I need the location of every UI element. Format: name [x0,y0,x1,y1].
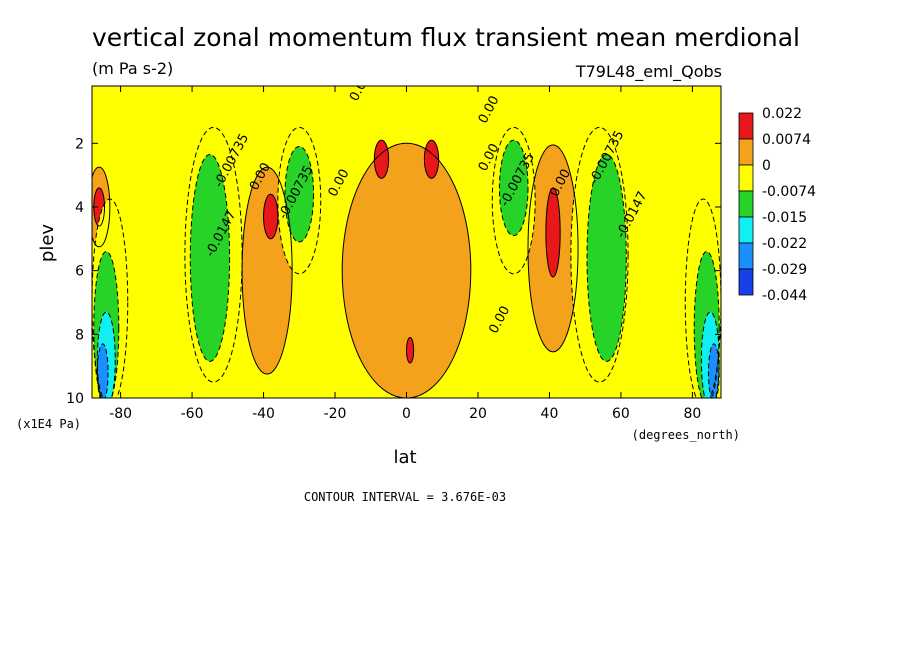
legend-label: -0.015 [762,210,807,226]
contour-line [263,193,279,240]
legend-label: -0.044 [762,288,807,304]
contour-region [97,343,109,398]
legend-label: -0.029 [762,262,807,278]
contour-region [586,154,627,362]
y-axis-label: plev [37,224,58,263]
legend-swatch [738,112,754,140]
contour-line [92,198,129,398]
contour-line [586,153,627,362]
contour-line [498,139,529,237]
contour-line [527,144,579,353]
contour-line [96,311,116,398]
contour-line [491,126,536,275]
x-axis-units: (degrees_north) [632,428,740,442]
contour-line [341,142,472,398]
legend-label: 0 [762,158,771,174]
x-axis: -80 -60 -40 -20 0 20 40 60 80 [109,86,701,422]
x-tick-label: 20 [469,406,487,422]
contour-region [406,337,414,363]
y-axis: 2 4 6 8 10 [66,136,721,407]
x-tick-label: -20 [324,406,347,422]
x-tick-label: 80 [683,406,701,422]
run-label: T79L48_eml_Qobs [575,62,722,82]
contour-region [190,154,230,362]
legend-swatch [738,216,754,244]
x-tick-label: -40 [252,406,275,422]
x-tick-label: 0 [402,406,411,422]
color-legend: 0.022 0.0074 0 -0.0074 -0.015 -0.022 -0.029 -0.… [738,106,816,304]
legend-swatch [738,268,754,296]
contour-line [92,166,111,248]
contour-line [423,139,440,179]
y-tick-label: 4 [75,200,84,216]
contour-line [545,187,561,278]
contour-region [545,187,561,278]
contour-line [96,343,109,398]
contour-line [373,139,390,179]
y-tick-label: 10 [66,391,84,407]
contour-line [707,343,720,398]
x-tick-label: -60 [181,406,204,422]
contour-line [184,126,243,383]
contour-region [342,143,471,398]
legend-swatch [738,164,754,192]
y-tick-label: 6 [75,264,84,280]
x-tick-label: -80 [109,406,132,422]
legend-label: 0.022 [762,106,802,122]
legend-swatch [738,138,754,166]
legend-label: 0.0074 [762,132,811,148]
legend-swatch [738,190,754,218]
contour-region [708,343,720,398]
legend-label: -0.022 [762,236,807,252]
chart-title: vertical zonal momentum flux transient m… [92,23,800,52]
contour-region [263,194,278,239]
contour-region [499,140,529,236]
y-tick-label: 2 [75,136,84,152]
contour-line [406,337,415,364]
y-tick-label: 8 [75,327,84,343]
legend-swatch [738,242,754,270]
legend-label: -0.0074 [762,184,816,200]
contour-line [284,145,315,243]
contour-line [93,251,120,398]
contour-line [570,126,629,383]
contour-line [277,126,322,275]
contour-interval: CONTOUR INTERVAL = 3.676E-03 [304,490,506,504]
chart-units: (m Pa s-2) [92,59,173,78]
contour-line [700,311,720,398]
y-axis-units: (x1E4 Pa) [16,417,81,431]
x-axis-label: lat [393,447,416,468]
filled-contour-regions [92,127,721,398]
x-tick-label: 60 [612,406,630,422]
contour-line [693,251,720,398]
contour-region [424,140,439,179]
x-tick-label: 40 [541,406,559,422]
contour-region [284,146,314,242]
contour-region [374,140,389,179]
contour-line [189,153,231,362]
